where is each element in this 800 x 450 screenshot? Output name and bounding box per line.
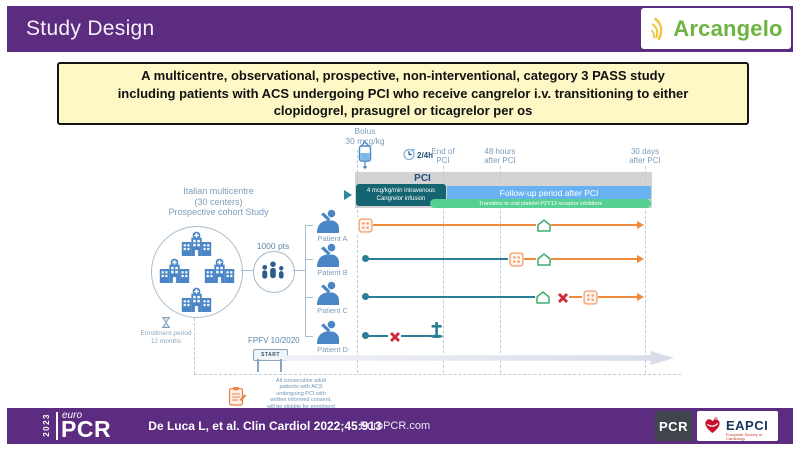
patient-c-arrowhead [637, 293, 644, 301]
patient-icon [315, 243, 341, 267]
summary-line-1: A multicentre, observational, prospectiv… [141, 67, 665, 83]
patient-c-label: Patient C [317, 306, 348, 315]
discharge-home-icon [536, 218, 551, 232]
oral-therapy-icon [582, 289, 598, 305]
bracket-arm-d [305, 336, 313, 337]
followup-bar: Follow-up period after PCI [447, 186, 651, 199]
website-label: EuroPCR.com [359, 420, 431, 432]
discharge-home-icon [535, 290, 550, 304]
milestone-end-pci: End of PCI [431, 147, 455, 166]
eapci-heart-icon [703, 417, 722, 434]
arcangelo-brand-text: Arcangelo [673, 15, 783, 41]
start-gate-banner: START [253, 349, 288, 361]
patient-b-cangrelor-line [366, 258, 508, 260]
discharge-home-icon [536, 252, 551, 266]
oral-therapy-icon [508, 251, 524, 267]
infusion-clock-icon [402, 147, 416, 161]
hourglass-icon [161, 316, 171, 329]
patient-group-icon [259, 260, 287, 282]
europcr-year: 2023 [42, 413, 51, 437]
enrollment-dash-horizontal [194, 374, 681, 375]
enrollment-dash-vertical [194, 318, 195, 374]
patient-b-label: Patient B [317, 268, 348, 277]
start-gate-leg [280, 359, 282, 372]
bracket-vertical [305, 225, 306, 337]
europcr-logo: 2023 euro PCR [42, 410, 132, 442]
hospital-icon [180, 231, 213, 256]
patient-a-arrowhead [637, 221, 644, 229]
eapci-logo-box: EAPCI European Society of Cardiology [697, 411, 778, 441]
infusion-start-marker [344, 190, 352, 200]
study-summary-box: A multicentre, observational, prospectiv… [57, 62, 749, 125]
patient-c-oral-line [568, 296, 638, 298]
page-title: Study Design [26, 17, 155, 40]
arcangelo-logo: Arcangelo [641, 8, 791, 49]
summary-line-3: clopidogrel, prasugrel or ticagrelor per… [273, 103, 533, 119]
eapci-subtitle: European Society of Cardiology [726, 432, 763, 441]
dashline-30d [645, 166, 646, 373]
eligibility-note: All consecutive adult patients with ACS … [267, 378, 335, 410]
pcr-logo-badge: PCR [655, 411, 692, 441]
cohort-title: Italian multicentre (30 centers) Prospec… [168, 186, 269, 218]
europcr-euro-text: euro [62, 410, 83, 421]
dashline-bolus [357, 150, 358, 373]
transition-bar: Transition to oral platelet P2Y12 recept… [430, 199, 651, 208]
hospital-icon [180, 287, 213, 312]
cangrelor-infusion-box: 4 mcg/kg/min intravenous Cangrelor infus… [356, 184, 446, 206]
enrollment-period-label: Enrollment period 12 months [140, 330, 192, 345]
hospital-icon [203, 258, 236, 283]
summary-line-2: including patients with ACS undergoing P… [117, 85, 689, 101]
milestone-48h: 48 hours after PCI [484, 147, 516, 166]
patient-a-label: Patient A [317, 234, 348, 243]
bracket-arm-b [305, 259, 313, 260]
connector-circle-to-patients [241, 270, 253, 271]
bracket-arm-c [305, 297, 313, 298]
iv-bag-icon [355, 139, 375, 169]
patient-b-arrowhead [637, 255, 644, 263]
therapy-stop-x-icon [556, 291, 569, 304]
europcr-divider [56, 412, 58, 440]
oral-therapy-icon [357, 217, 373, 233]
patient-c-cangrelor-line [366, 296, 536, 298]
eapci-name: EAPCI [726, 418, 769, 433]
arcangelo-swoosh-icon [649, 17, 669, 41]
death-cross-icon [429, 321, 444, 338]
infusion-duration-label: 2/4h [417, 151, 434, 160]
patients-count-label: 1000 pts [256, 241, 290, 251]
citation: De Luca L, et al. Clin Cardiol 2022;45:9… [148, 419, 382, 433]
europcr-pcr-text: PCR [61, 416, 112, 442]
patient-d-label: Patient D [317, 345, 348, 354]
patient-c-start-dot [362, 293, 369, 300]
patient-icon [315, 320, 341, 344]
milestone-30d: 30 days after PCI [629, 147, 661, 166]
fpfv-label: FPFV 10/2020 [248, 336, 300, 345]
patient-icon [315, 209, 341, 233]
patient-icon [315, 281, 341, 305]
dashline-end-pci [443, 166, 444, 373]
bracket-arm-a [305, 225, 313, 226]
dashline-48h [500, 166, 501, 373]
therapy-stop-x-icon [388, 330, 401, 343]
patient-d-start-dot [362, 332, 369, 339]
patient-a-oral-line [372, 224, 638, 226]
start-gate-leg [257, 359, 259, 372]
pci-bar-label: PCI [414, 173, 431, 184]
patient-b-oral-line [524, 258, 638, 260]
patient-b-start-dot [362, 255, 369, 262]
hospital-icon [158, 258, 191, 283]
bracket-stem [293, 270, 305, 271]
